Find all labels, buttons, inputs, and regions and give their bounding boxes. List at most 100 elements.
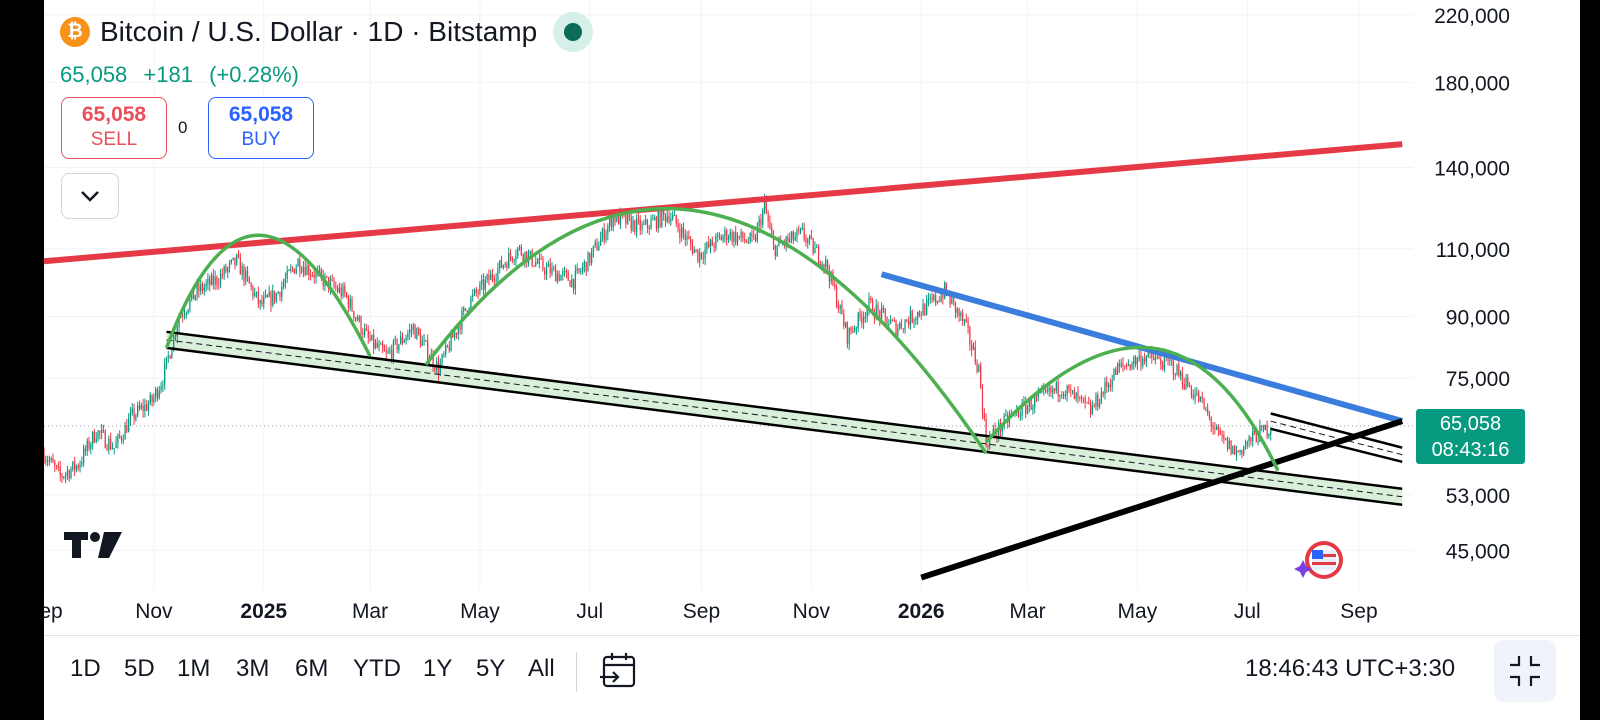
candle-body: [437, 361, 440, 375]
x-tick-label-10: May: [1118, 600, 1158, 623]
candle-body: [987, 445, 989, 448]
candle-body: [924, 304, 926, 315]
collapse-legend-button[interactable]: [61, 173, 119, 219]
range-3m[interactable]: 3M: [236, 655, 270, 682]
candle-body: [799, 228, 802, 231]
candle-body: [182, 315, 184, 317]
candle-body: [735, 231, 737, 243]
candle-body: [300, 271, 303, 273]
candle-body: [1255, 434, 1257, 442]
candle-body: [673, 215, 676, 217]
candle-body: [646, 219, 649, 228]
goto-date-icon[interactable]: [598, 652, 640, 692]
range-5d[interactable]: 5D: [124, 655, 155, 682]
candle-body: [794, 236, 796, 241]
candle-body: [1196, 392, 1198, 394]
candle-body: [536, 262, 539, 264]
market-status-icon[interactable]: [553, 12, 594, 52]
candle-body: [248, 277, 250, 284]
candle-body: [641, 224, 643, 231]
candle-body: [425, 340, 427, 342]
candle-body: [464, 307, 467, 311]
range-ytd[interactable]: YTD: [353, 655, 401, 682]
candle-body: [1264, 425, 1266, 431]
range-6m[interactable]: 6M: [295, 655, 329, 682]
symbol-title[interactable]: Bitcoin / U.S. Dollar · 1D · Bitstamp: [100, 16, 538, 47]
candle-body: [980, 365, 982, 387]
range-all[interactable]: All: [528, 655, 555, 682]
candle-body: [765, 200, 767, 213]
candle-body: [1225, 438, 1227, 440]
candle-body: [286, 270, 288, 279]
candle-body: [491, 273, 494, 279]
candle-body: [450, 333, 452, 351]
candle-body: [727, 238, 730, 241]
sell-button[interactable]: 65,058 SELL: [61, 97, 167, 159]
buy-button[interactable]: 65,058 BUY: [208, 97, 314, 159]
candle-body: [601, 228, 604, 238]
candle-body: [104, 431, 106, 448]
candle-body: [488, 274, 490, 281]
candle-body: [776, 245, 778, 257]
candle-body: [922, 304, 924, 316]
candle-body: [1179, 372, 1182, 376]
candle-body: [1262, 425, 1265, 431]
candle-body: [655, 217, 658, 229]
candle-body: [162, 385, 164, 387]
x-tick-label-0: Sep: [44, 600, 63, 623]
x-tick-label-8: 2026: [898, 600, 945, 623]
candle-body: [963, 319, 966, 322]
candle-body: [681, 227, 683, 238]
candle-body: [904, 320, 906, 330]
candle-body: [459, 326, 461, 330]
candle-body: [1089, 403, 1092, 414]
exit-fullscreen-button[interactable]: [1494, 640, 1556, 702]
candle-body: [962, 312, 964, 322]
range-1m[interactable]: 1M: [177, 655, 211, 682]
candle-body: [835, 287, 838, 307]
candle-body: [745, 240, 748, 243]
price-chart[interactable]: 220,000 180,000 140,000 110,000 90,000 75,000…: [44, 0, 1564, 640]
candle-body: [187, 309, 189, 313]
candle-body: [762, 210, 764, 226]
candle-body: [798, 230, 800, 232]
candle-body: [68, 470, 70, 479]
candle-body: [589, 252, 591, 263]
candle-body: [567, 272, 569, 281]
candle-body: [367, 330, 369, 338]
candle-body: [164, 364, 166, 386]
candle-body: [864, 316, 867, 318]
timezone-clock[interactable]: 18:46:43 UTC+3:30: [1245, 655, 1456, 682]
candle-body: [853, 328, 856, 332]
candle-body: [338, 287, 341, 292]
range-1y[interactable]: 1Y: [423, 655, 453, 682]
candle-body: [875, 305, 877, 319]
candle-body: [234, 257, 236, 265]
flag-extension-icon[interactable]: [1290, 540, 1352, 584]
candle-body: [230, 259, 232, 263]
buy-label: BUY: [241, 129, 281, 150]
candle-body: [1246, 441, 1248, 446]
candle-body: [938, 301, 940, 303]
candle-body: [1079, 396, 1081, 398]
range-1d[interactable]: 1D: [70, 655, 101, 682]
candle-body: [616, 212, 618, 222]
candle-body: [549, 264, 551, 274]
candle-body: [926, 299, 928, 315]
candle-body: [1178, 364, 1180, 376]
candle-body: [614, 215, 616, 222]
candle-body: [812, 238, 814, 254]
range-5y[interactable]: 5Y: [476, 655, 506, 682]
candle-body: [1055, 382, 1057, 391]
candle-body: [848, 327, 850, 344]
candle-body: [297, 258, 299, 267]
candle-body: [90, 444, 92, 449]
candle-body: [1252, 430, 1254, 442]
candle-body: [239, 257, 241, 275]
candle-body: [983, 413, 985, 419]
candle-body: [684, 233, 686, 241]
candle-body: [452, 333, 454, 338]
candle-body: [400, 336, 402, 345]
candle-body: [650, 219, 652, 230]
candle-body: [482, 279, 485, 290]
